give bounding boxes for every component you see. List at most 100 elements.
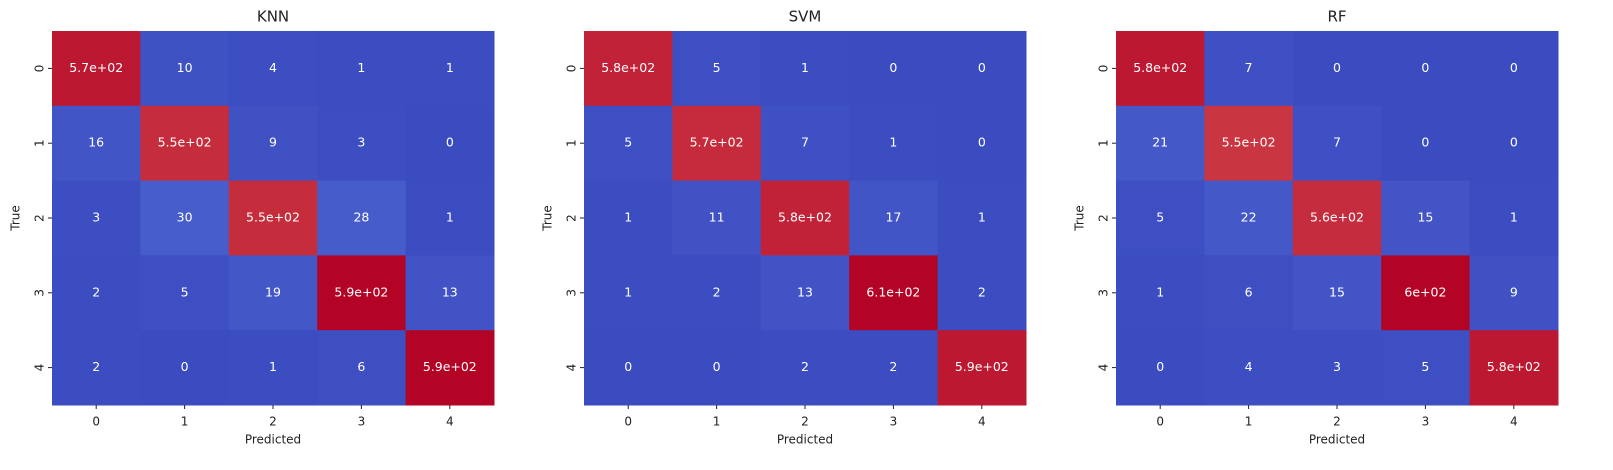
heatmap-cell xyxy=(228,105,318,182)
heatmap-cell xyxy=(317,180,407,256)
heatmap-cell xyxy=(1116,330,1205,406)
cell-label: 5.6e+02 xyxy=(1310,210,1364,225)
x-tick-label: 1 xyxy=(1245,415,1253,429)
cell-label: 9 xyxy=(269,135,277,150)
cell-label: 0 xyxy=(713,359,721,374)
heatmap-cell xyxy=(1292,330,1382,406)
heatmap-cell xyxy=(937,330,1027,406)
cell-label: 0 xyxy=(1510,60,1518,75)
cell-label: 1 xyxy=(269,359,277,374)
heatmap-cell xyxy=(228,255,318,331)
heatmap-cell xyxy=(1204,255,1294,331)
heatmap-cell xyxy=(849,330,939,406)
heatmap-cell xyxy=(405,255,495,331)
cell-label: 1 xyxy=(446,60,454,75)
heatmap-cell xyxy=(672,180,762,256)
cell-label: 6 xyxy=(357,359,365,374)
heatmap-cell xyxy=(52,31,141,107)
heatmap-cell xyxy=(1381,330,1471,406)
x-tick-label: 2 xyxy=(1333,415,1341,429)
cell-label: 6e+02 xyxy=(1404,284,1446,299)
cell-label: 5.8e+02 xyxy=(601,60,655,75)
heatmap-cell xyxy=(1204,180,1294,256)
heatmap-cell xyxy=(584,330,673,406)
heatmap-cell xyxy=(760,255,850,331)
cell-label: 9 xyxy=(1510,284,1518,299)
cell-label: 6 xyxy=(1245,284,1253,299)
y-tick-label: 1 xyxy=(33,139,47,147)
x-tick-label: 0 xyxy=(92,415,100,429)
cell-label: 0 xyxy=(978,135,986,150)
cell-label: 7 xyxy=(1245,60,1253,75)
heatmap-cell xyxy=(317,330,407,406)
heatmap-cell xyxy=(672,105,762,182)
cell-label: 5.5e+02 xyxy=(246,210,300,225)
heatmap-cell xyxy=(1469,180,1559,256)
heatmap-cell xyxy=(228,31,318,107)
heatmap-cell xyxy=(1469,31,1559,107)
cell-label: 1 xyxy=(357,60,365,75)
y-tick-label: 2 xyxy=(33,214,47,222)
heatmap-cell xyxy=(140,180,230,256)
cell-label: 1 xyxy=(978,210,986,225)
cell-label: 1 xyxy=(801,60,809,75)
heatmap-cell xyxy=(1292,255,1382,331)
heatmap-cell xyxy=(1469,330,1559,406)
cell-label: 5.9e+02 xyxy=(423,359,477,374)
cell-label: 0 xyxy=(446,135,454,150)
cell-label: 5.7e+02 xyxy=(69,60,123,75)
heatmap-cell xyxy=(1116,31,1205,107)
cell-label: 21 xyxy=(1152,135,1168,150)
heatmap-cell xyxy=(405,180,495,256)
cell-label: 7 xyxy=(801,135,809,150)
cell-label: 5.5e+02 xyxy=(1222,135,1276,150)
x-tick-label: 1 xyxy=(713,415,721,429)
y-tick-label: 4 xyxy=(33,364,47,372)
x-axis-label: Predicted xyxy=(777,433,833,447)
cell-label: 1 xyxy=(446,210,454,225)
y-tick-label: 0 xyxy=(565,65,579,73)
cell-label: 0 xyxy=(889,60,897,75)
cell-label: 1 xyxy=(624,210,632,225)
heatmap-cell xyxy=(937,255,1027,331)
heatmap-cell xyxy=(52,105,141,182)
cell-label: 0 xyxy=(1156,359,1164,374)
heatmap-cell xyxy=(52,180,141,256)
cell-label: 2 xyxy=(92,284,100,299)
cell-label: 5.9e+02 xyxy=(334,284,388,299)
cell-label: 1 xyxy=(624,284,632,299)
heatmap-cell xyxy=(584,180,673,256)
cell-label: 5.5e+02 xyxy=(158,135,212,150)
cell-label: 11 xyxy=(709,210,725,225)
x-axis-label: Predicted xyxy=(245,433,301,447)
heatmap-cell xyxy=(937,105,1027,182)
y-tick-label: 1 xyxy=(1097,139,1111,147)
cell-label: 6.1e+02 xyxy=(866,284,920,299)
heatmap-cell xyxy=(1381,180,1471,256)
cell-label: 5 xyxy=(1156,210,1164,225)
heatmap-cell xyxy=(1469,255,1559,331)
heatmap-cell xyxy=(317,255,407,331)
heatmap-cell xyxy=(140,105,230,182)
cell-label: 7 xyxy=(1333,135,1341,150)
heatmap-cell xyxy=(760,180,850,256)
y-tick-label: 0 xyxy=(1097,65,1111,73)
heatmap-cell xyxy=(405,105,495,182)
x-tick-label: 2 xyxy=(801,415,809,429)
panel-title: KNN xyxy=(257,8,289,26)
heatmap-cell xyxy=(584,31,673,107)
cell-label: 3 xyxy=(92,210,100,225)
cell-label: 5.8e+02 xyxy=(1133,60,1187,75)
cell-label: 1 xyxy=(1156,284,1164,299)
x-tick-label: 3 xyxy=(890,415,898,429)
heatmap-cell xyxy=(140,255,230,331)
cell-label: 22 xyxy=(1241,210,1257,225)
cell-label: 5.8e+02 xyxy=(1487,359,1541,374)
heatmap-cell xyxy=(405,330,495,406)
cell-label: 30 xyxy=(177,210,193,225)
y-axis-label: True xyxy=(541,205,555,232)
cell-label: 13 xyxy=(442,284,458,299)
cell-label: 3 xyxy=(357,135,365,150)
cell-label: 5.7e+02 xyxy=(690,135,744,150)
y-tick-label: 3 xyxy=(565,289,579,297)
